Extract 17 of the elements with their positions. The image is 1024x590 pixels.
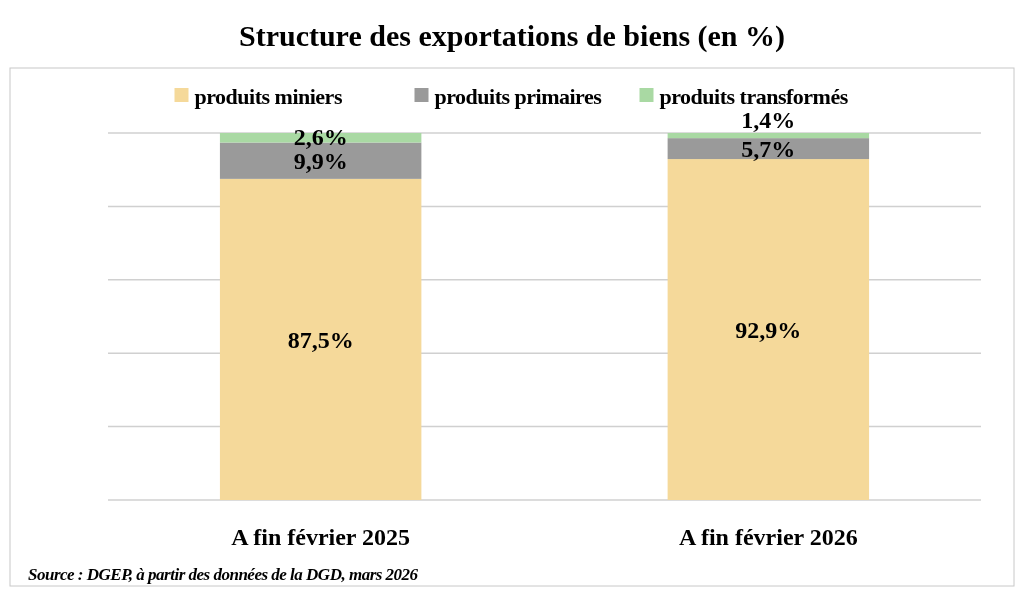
data-label: 5,7% xyxy=(741,136,796,162)
data-label: 2,6% xyxy=(293,124,348,151)
bar xyxy=(667,133,870,139)
legend-label: produits primaires xyxy=(434,83,603,109)
data-label: 92,9% xyxy=(735,316,802,343)
bar xyxy=(667,159,870,500)
legend-label: produits miniers xyxy=(194,83,343,109)
source-note: Source : DGEP, à partir des données de la DGD, mars 2026 xyxy=(28,565,419,584)
data-label: 87,5% xyxy=(287,326,354,353)
x-tick-label: A fin février 2025 xyxy=(231,524,411,550)
bar xyxy=(219,178,422,500)
x-tick-label: A fin février 2026 xyxy=(678,524,858,550)
bar xyxy=(667,138,870,160)
legend-label: produits transformés xyxy=(659,83,849,109)
data-label: 1,4% xyxy=(741,107,796,134)
data-label: 9,9% xyxy=(293,148,348,175)
chart-title: Structure des exportations de biens (en %) xyxy=(238,19,786,53)
